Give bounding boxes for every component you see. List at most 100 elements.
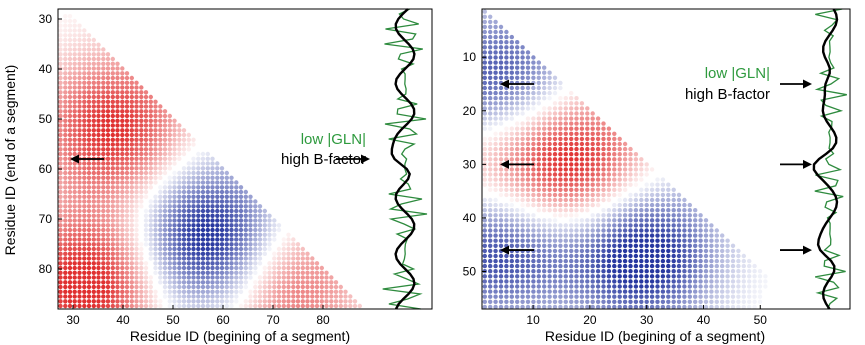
heatmap-cell bbox=[253, 232, 258, 237]
heatmap-cell bbox=[124, 118, 130, 124]
heatmap-cell bbox=[639, 218, 644, 223]
heatmap-cell bbox=[101, 151, 106, 157]
heatmap-cell bbox=[314, 261, 320, 266]
heatmap-cell bbox=[574, 218, 579, 223]
heatmap-cell bbox=[558, 121, 563, 126]
heatmap-cell bbox=[105, 56, 111, 62]
heatmap-cell bbox=[82, 161, 87, 166]
heatmap-cell bbox=[253, 242, 258, 247]
heatmap-cell bbox=[590, 223, 595, 228]
heatmap-cell bbox=[181, 270, 187, 275]
heatmap-cell bbox=[542, 136, 547, 142]
heatmap-cell bbox=[693, 299, 698, 304]
heatmap-cell bbox=[238, 242, 244, 247]
heatmap-cell bbox=[91, 118, 97, 124]
heatmap-cell bbox=[58, 61, 63, 66]
heatmap-cell bbox=[590, 167, 595, 172]
heatmap-cell bbox=[574, 269, 579, 274]
heatmap-cell bbox=[666, 258, 671, 264]
heatmap-cell bbox=[96, 237, 101, 242]
heatmap-cell bbox=[671, 187, 676, 192]
heatmap-cell bbox=[525, 85, 531, 91]
heatmap-cell bbox=[82, 299, 87, 304]
heatmap-cell bbox=[148, 170, 153, 176]
heatmap-cell bbox=[666, 223, 671, 228]
heatmap-cell bbox=[300, 261, 305, 266]
heatmap-cell bbox=[601, 141, 606, 147]
heatmap-cell bbox=[158, 208, 163, 214]
heatmap-cell bbox=[105, 166, 111, 171]
heatmap-cell bbox=[286, 251, 291, 256]
heatmap-cell bbox=[110, 189, 116, 195]
heatmap-cell bbox=[563, 213, 568, 218]
heatmap-cell bbox=[671, 197, 676, 203]
heatmap-cell bbox=[493, 269, 498, 274]
heatmap-cell bbox=[552, 101, 558, 106]
heatmap-cell bbox=[585, 152, 590, 157]
heatmap-cell bbox=[482, 182, 487, 187]
heatmap-cell bbox=[129, 223, 134, 228]
heatmap-cell bbox=[720, 233, 725, 238]
heatmap-cell bbox=[177, 137, 182, 142]
heatmap-cell bbox=[757, 284, 763, 289]
heatmap-cell bbox=[590, 299, 595, 304]
heatmap-cell bbox=[215, 270, 220, 275]
heatmap-cell bbox=[120, 261, 125, 266]
heatmap-cell bbox=[606, 284, 612, 289]
heatmap-cell bbox=[181, 151, 187, 157]
heatmap-cell bbox=[110, 223, 116, 228]
heatmap-cell bbox=[267, 265, 272, 271]
heatmap-cell bbox=[676, 233, 682, 238]
heatmap-cell bbox=[72, 28, 77, 33]
heatmap-cell bbox=[63, 189, 68, 195]
heatmap-cell bbox=[196, 185, 201, 190]
heatmap-cell bbox=[224, 242, 229, 247]
heatmap-cell bbox=[525, 167, 531, 172]
x-tick-label: 20 bbox=[583, 313, 597, 327]
heatmap-cell bbox=[115, 147, 120, 152]
heatmap-cell bbox=[536, 85, 541, 91]
heatmap-cell bbox=[115, 123, 120, 128]
heatmap-cell bbox=[520, 228, 525, 233]
heatmap-cell bbox=[590, 131, 595, 136]
heatmap-cell bbox=[115, 227, 120, 233]
heatmap-cell bbox=[574, 172, 579, 177]
heatmap-cell bbox=[709, 258, 714, 264]
heatmap-cell bbox=[488, 116, 493, 121]
heatmap-cell bbox=[158, 280, 163, 285]
heatmap-cell bbox=[628, 263, 633, 269]
y-tick-label: 50 bbox=[463, 265, 477, 279]
heatmap-cell bbox=[720, 284, 725, 289]
heatmap-cell bbox=[91, 137, 97, 142]
heatmap-cell bbox=[196, 166, 201, 171]
heatmap-cell bbox=[162, 194, 168, 199]
heatmap-cell bbox=[660, 228, 666, 233]
heatmap-cell bbox=[563, 253, 568, 259]
heatmap-cell bbox=[531, 75, 536, 81]
heatmap-cell bbox=[601, 253, 606, 259]
heatmap-cell bbox=[110, 142, 116, 147]
heatmap-cell bbox=[498, 131, 504, 136]
heatmap-cell bbox=[186, 294, 191, 299]
heatmap-cell bbox=[606, 243, 612, 248]
heatmap-cell bbox=[67, 161, 73, 166]
heatmap-cell bbox=[520, 121, 525, 126]
heatmap-cell bbox=[504, 263, 509, 269]
heatmap-cell bbox=[286, 294, 291, 299]
x-tick-label: 70 bbox=[266, 313, 280, 327]
heatmap-cell bbox=[633, 208, 639, 213]
heatmap-cell bbox=[639, 253, 644, 259]
heatmap-cell bbox=[531, 238, 536, 243]
heatmap-cell bbox=[63, 299, 68, 304]
heatmap-cell bbox=[286, 299, 291, 304]
heatmap-cell bbox=[649, 289, 655, 294]
heatmap-cell bbox=[569, 253, 574, 259]
heatmap-cell bbox=[110, 289, 116, 294]
heatmap-cell bbox=[633, 202, 639, 208]
heatmap-cell bbox=[196, 294, 201, 299]
heatmap-cell bbox=[77, 75, 82, 81]
heatmap-cell bbox=[310, 280, 315, 285]
heatmap-cell bbox=[585, 223, 590, 228]
heatmap-cell bbox=[520, 141, 525, 147]
heatmap-cell bbox=[191, 175, 196, 180]
